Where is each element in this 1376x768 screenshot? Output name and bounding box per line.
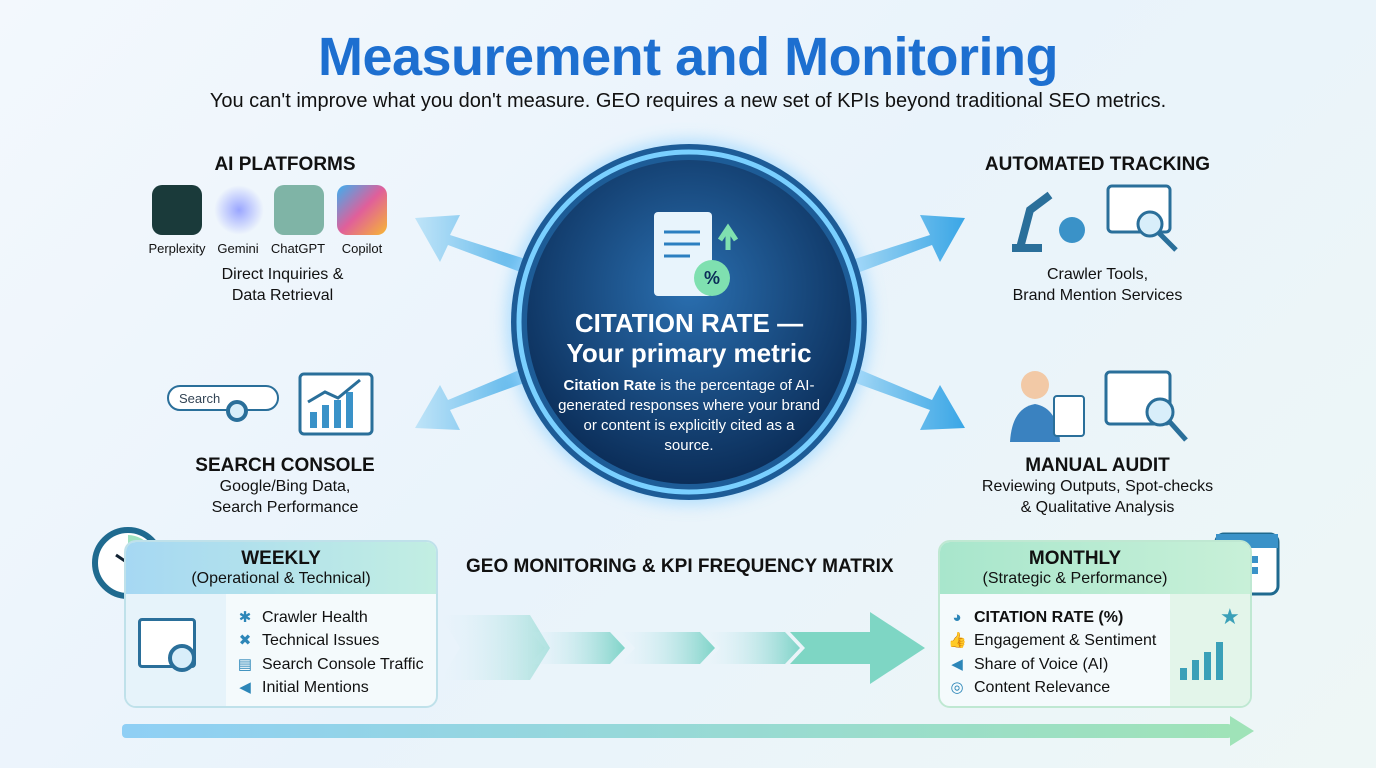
analytics-chart-icon: [298, 372, 374, 436]
weekly-item: ▤ Search Console Traffic: [236, 653, 424, 677]
platform-label: Copilot: [341, 241, 383, 256]
platform-label: ChatGPT: [270, 241, 326, 256]
monthly-card: MONTHLY (Strategic & Performance) ◕ CITATI…: [938, 540, 1252, 708]
console-icon: ▤: [237, 655, 253, 673]
megaphone-icon: ◀: [951, 655, 963, 673]
search-console-heading: SEARCH CONSOLE: [195, 455, 375, 476]
matrix-title: GEO MONITORING & KPI FREQUENCY MATRIX: [466, 556, 894, 577]
weekly-item: ✱ Crawler Health: [236, 606, 424, 630]
desc-line: Google/Bing Data,: [219, 478, 351, 495]
desc-line: & Qualitative Analysis: [1020, 499, 1175, 516]
document-percent-icon: %: [654, 212, 739, 296]
page-title: Measurement and Monitoring: [317, 27, 1059, 87]
search-input-illustration: Search: [167, 385, 279, 411]
weekly-subtitle: (Operational & Technical): [191, 570, 371, 587]
bug-icon: ✱: [238, 608, 252, 626]
monthly-item: ◀ Share of Voice (AI): [948, 653, 1170, 677]
svg-text:%: %: [704, 268, 720, 288]
item-label: Technical Issues: [262, 632, 380, 650]
desc-line: Data Retrieval: [231, 287, 334, 304]
robot-arm-icon: [1012, 191, 1085, 252]
desc-line: Direct Inquiries &: [221, 266, 344, 283]
platform-label: Perplexity: [148, 241, 206, 256]
monthly-title: MONTHLY: [1028, 548, 1122, 569]
item-label: Share of Voice (AI): [974, 655, 1109, 673]
pie-chart-icon: ◕: [952, 608, 962, 626]
ai-platforms-desc: Direct Inquiries & Data Retrieval: [160, 264, 405, 306]
search-console-desc: Google/Bing Data, Search Performance: [160, 476, 410, 518]
weekly-item: ✖ Technical Issues: [236, 630, 424, 654]
desc-line: Crawler Tools,: [1046, 266, 1149, 283]
weekly-item: ◀ Initial Mentions: [236, 677, 424, 701]
desc-rest: is the percentage of AI-generated respon…: [558, 377, 820, 454]
magnifier-icon: [226, 400, 248, 422]
checklist-search-icon: [126, 594, 226, 706]
monthly-item: 👍 Engagement & Sentiment: [948, 630, 1170, 654]
page-subtitle: You can't improve what you don't measure…: [209, 90, 1167, 112]
item-label: Search Console Traffic: [262, 655, 424, 673]
item-label: Crawler Health: [262, 608, 368, 626]
browser-search-icon-2: [1104, 370, 1188, 442]
desc-bold: Citation Rate: [563, 377, 657, 394]
citation-rate-panel: CITATION RATE — Your primary metric Cita…: [530, 308, 848, 456]
desc-line: Brand Mention Services: [1012, 287, 1183, 304]
ai-platforms-heading: AI PLATFORMS: [214, 154, 356, 175]
weekly-card: WEEKLY (Operational & Technical) ✱ Crawler…: [124, 540, 438, 708]
growth-chart-icon: ★: [1170, 594, 1250, 706]
timeline-bar: [122, 724, 1232, 738]
target-icon: ◎: [950, 679, 964, 697]
perplexity-logo: [152, 185, 202, 235]
monthly-subtitle: (Strategic & Performance): [982, 570, 1168, 587]
item-label: Initial Mentions: [262, 679, 369, 697]
item-label: CITATION RATE (%): [974, 608, 1124, 626]
automated-tracking-heading: AUTOMATED TRACKING: [984, 154, 1211, 175]
thumbs-up-icon: 👍: [948, 632, 967, 650]
center-heading-1: CITATION RATE —: [574, 308, 804, 338]
platform-label: Gemini: [217, 241, 259, 256]
copilot-logo: [337, 185, 387, 235]
browser-search-icon: [1106, 184, 1178, 252]
manual-audit-desc: Reviewing Outputs, Spot-checks & Qualitat…: [940, 476, 1255, 518]
auditor-person-icon: [1010, 371, 1085, 442]
monthly-item: ◎ Content Relevance: [948, 677, 1170, 701]
megaphone-icon: ◀: [239, 679, 251, 697]
manual-audit-heading: MANUAL AUDIT: [1025, 455, 1170, 476]
item-label: Engagement & Sentiment: [974, 632, 1157, 650]
center-heading-2: Your primary metric: [566, 338, 812, 368]
tools-icon: ✖: [238, 632, 252, 650]
item-label: Content Relevance: [974, 679, 1111, 697]
chevron-arrows: [440, 612, 925, 684]
desc-line: Search Performance: [211, 499, 359, 516]
chatgpt-logo: [274, 185, 324, 235]
monthly-item: ◕ CITATION RATE (%): [948, 606, 1170, 630]
desc-line: Reviewing Outputs, Spot-checks: [981, 478, 1214, 495]
automated-tracking-desc: Crawler Tools, Brand Mention Services: [960, 264, 1235, 306]
gemini-logo: [214, 185, 264, 235]
center-description: Citation Rate is the percentage of AI-ge…: [558, 376, 820, 456]
weekly-title: WEEKLY: [241, 548, 321, 569]
